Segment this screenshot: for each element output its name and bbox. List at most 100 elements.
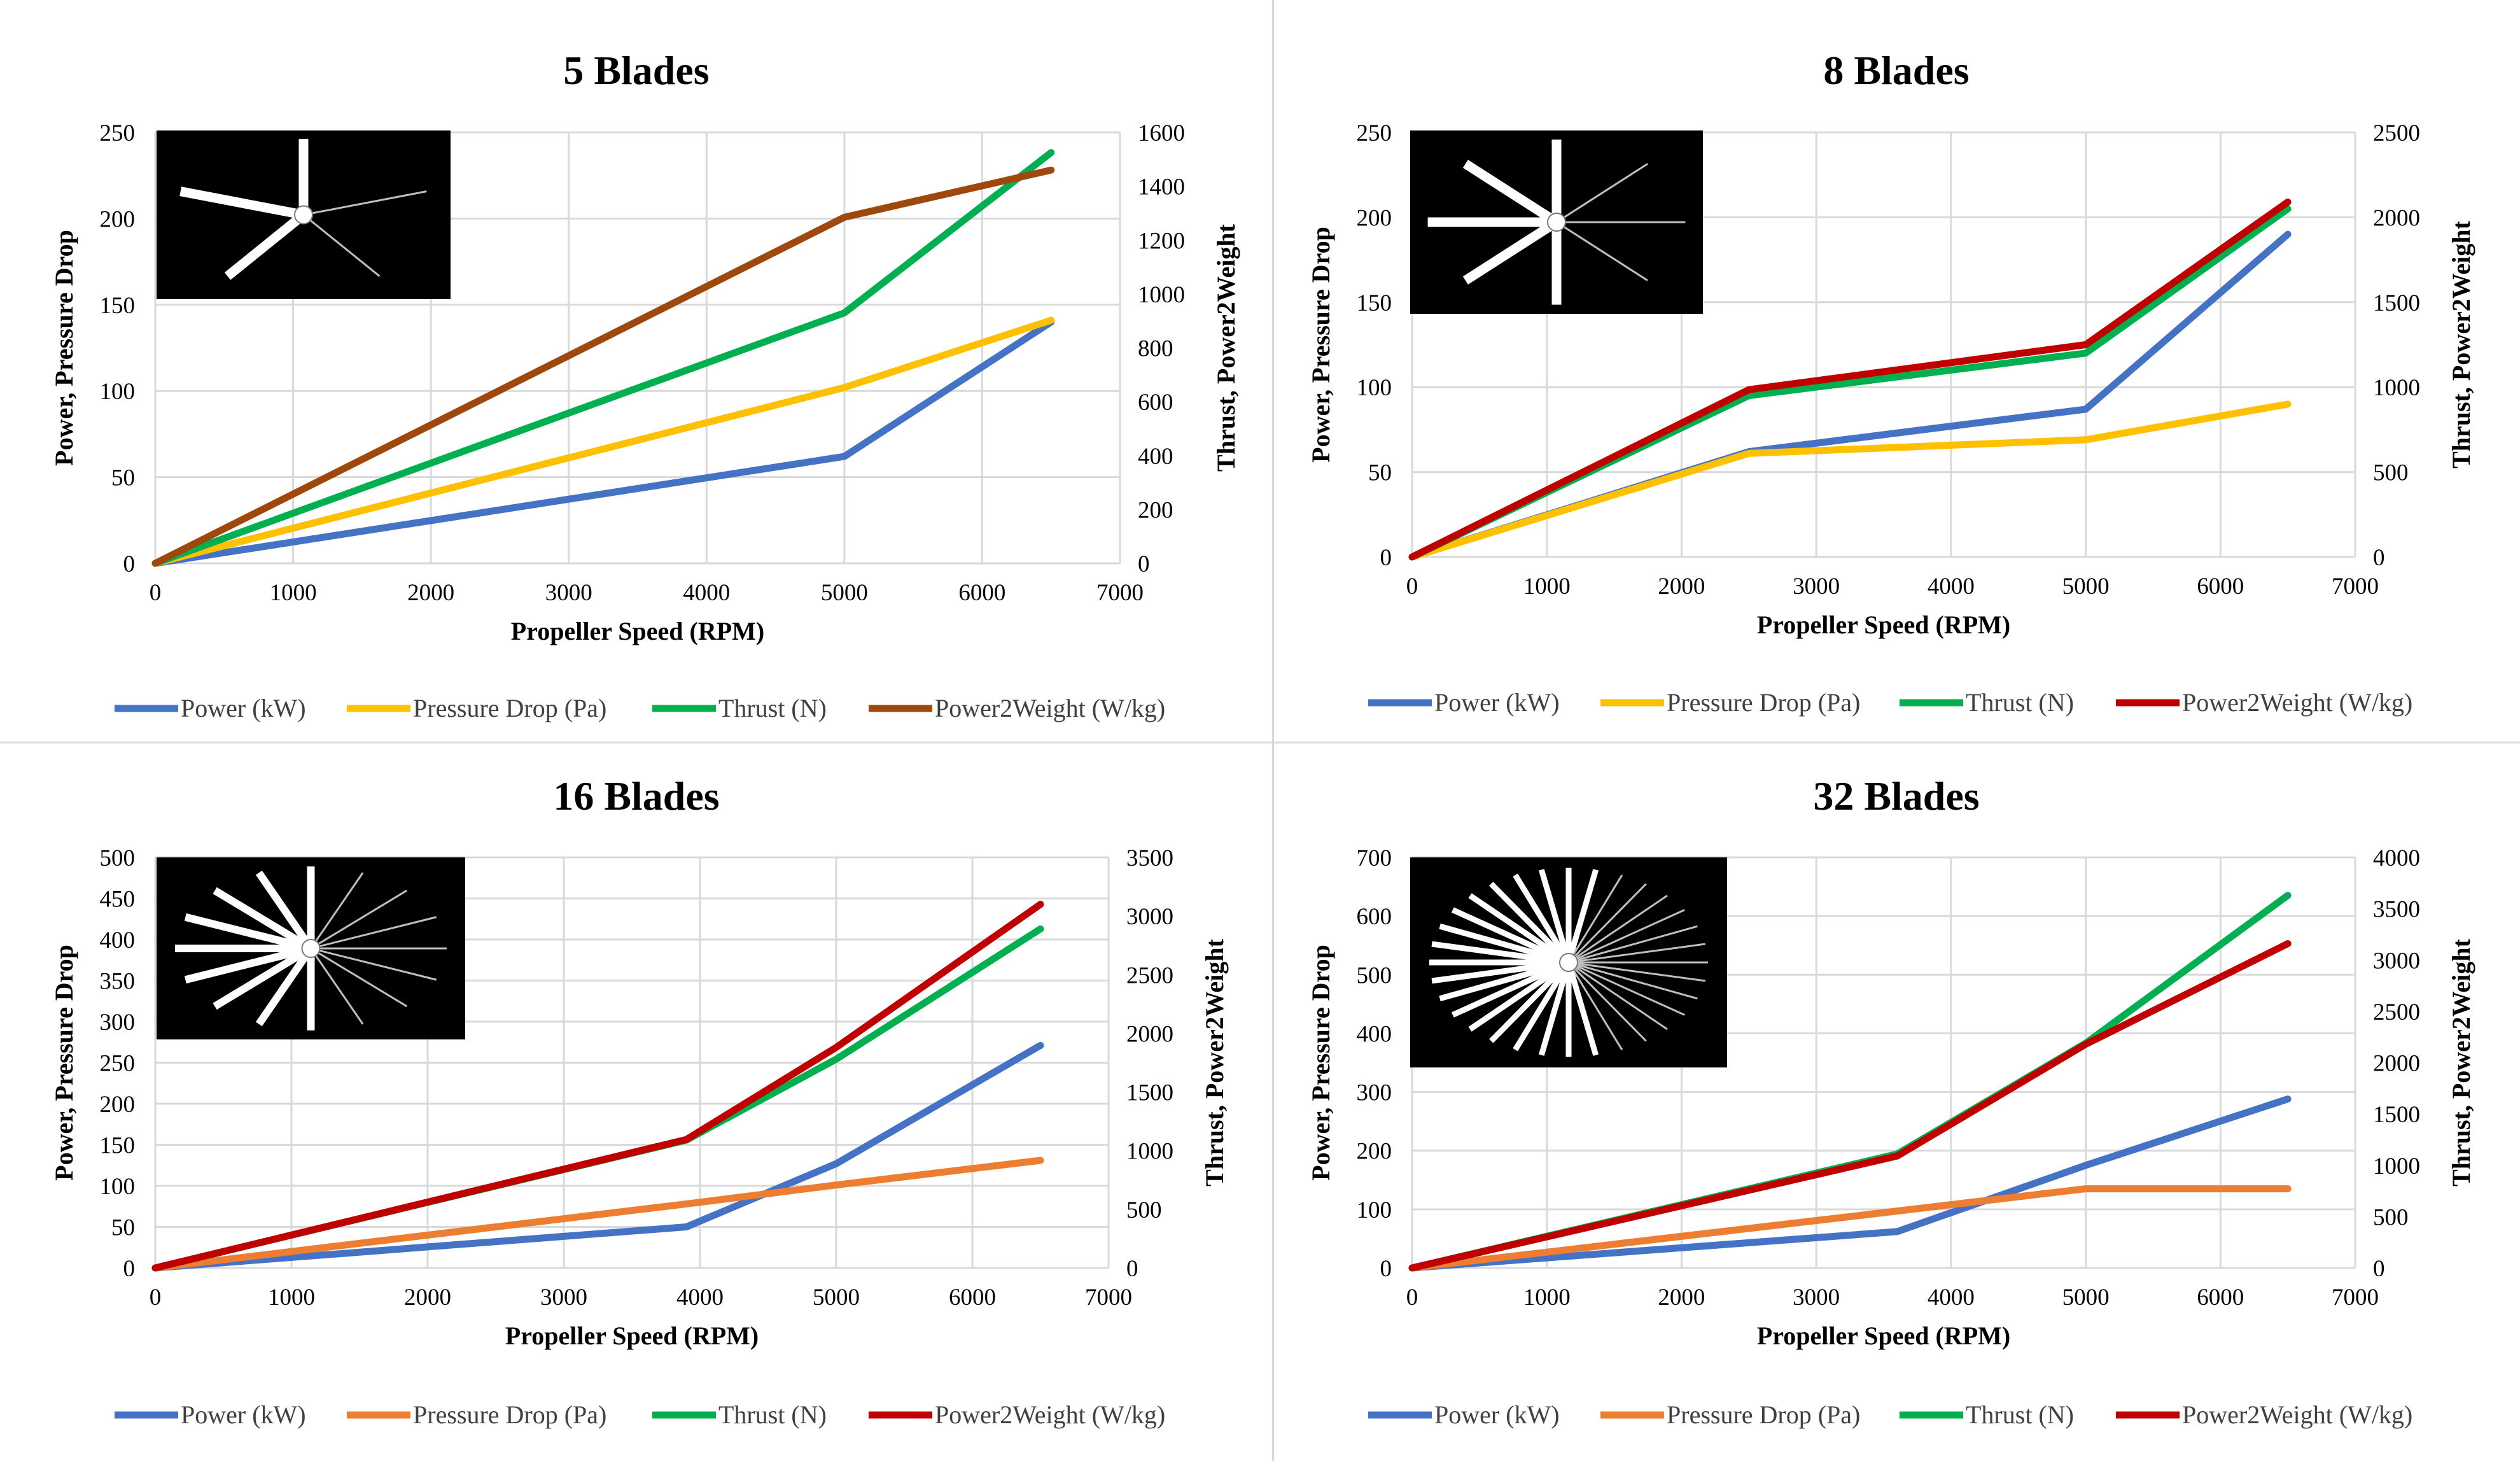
- propeller-blade: [310, 872, 364, 949]
- y-tick-label: 200: [1357, 205, 1392, 231]
- propeller-blade: [311, 947, 437, 981]
- y-tick-label: 100: [1357, 1197, 1392, 1223]
- x-tick-label: 7000: [2332, 1285, 2379, 1311]
- y-tick-label: 250: [100, 120, 136, 146]
- propeller-blade: [310, 947, 408, 1008]
- y2-tick-label: 200: [1138, 497, 1173, 523]
- x-tick-label: 4000: [683, 580, 730, 606]
- x-tick-label: 2000: [407, 580, 454, 606]
- y2-tick-label: 4000: [2373, 845, 2420, 871]
- propeller-blade: [1568, 961, 1685, 1016]
- propeller-blade: [1538, 869, 1572, 964]
- x-axis-label: Propeller Speed (RPM): [1757, 1321, 2010, 1350]
- y-tick-label: 200: [100, 1092, 136, 1118]
- propeller-blade: [1439, 959, 1570, 1002]
- propeller-hub: [1559, 953, 1578, 972]
- x-tick-label: 5000: [2062, 1285, 2110, 1311]
- x-tick-label: 4000: [676, 1285, 724, 1311]
- y-tick-label: 200: [100, 206, 136, 232]
- x-tick-label: 0: [150, 1285, 162, 1311]
- y-tick-label: 0: [123, 551, 136, 577]
- y-axis-label: Power, Pressure Drop: [50, 230, 78, 466]
- propeller-blade: [1462, 218, 1560, 285]
- y2-tick-label: 1000: [2373, 1153, 2420, 1179]
- x-axis-label: Propeller Speed (RPM): [511, 617, 764, 645]
- y2-tick-label: 500: [2373, 460, 2409, 486]
- y2-tick-label: 1000: [1126, 1139, 1173, 1165]
- propeller-blade: [1538, 961, 1572, 1056]
- propeller-blade: [1468, 960, 1571, 1032]
- y2-tick-label: 2000: [2373, 205, 2420, 231]
- propeller-blade: [303, 214, 381, 278]
- legend-label: Power (kW): [1434, 688, 1560, 717]
- y-tick-label: 500: [1357, 962, 1392, 989]
- x-tick-label: 5000: [2062, 574, 2110, 600]
- x-tick-label: 7000: [1096, 580, 1144, 606]
- legend-label: Power2Weight (W/kg): [935, 694, 1165, 722]
- y-tick-label: 50: [111, 1215, 135, 1241]
- y2-tick-label: 1000: [2373, 375, 2420, 401]
- series-line-pressure: [1408, 400, 2292, 561]
- x-tick-label: 4000: [1928, 574, 1975, 600]
- propeller-blade: [1489, 960, 1571, 1043]
- propeller-blade: [179, 187, 305, 220]
- y2-tick-label: 0: [1126, 1256, 1138, 1282]
- y-tick-label: 100: [100, 379, 136, 405]
- propeller-blade: [1568, 909, 1685, 964]
- y-tick-label: 250: [1357, 120, 1392, 146]
- legend-label: Pressure Drop (Pa): [413, 694, 606, 722]
- propeller-blade: [255, 946, 314, 1027]
- x-tick-label: 2000: [404, 1285, 451, 1311]
- y2-tick-label: 0: [1138, 551, 1150, 577]
- legend-label: Thrust (N): [718, 1400, 827, 1429]
- legend-label: Power (kW): [1434, 1400, 1560, 1429]
- y-tick-label: 150: [1357, 290, 1392, 316]
- propeller-blade: [255, 870, 314, 951]
- legend-label: Pressure Drop (Pa): [1667, 1400, 1860, 1429]
- x-tick-label: 1000: [1523, 1285, 1571, 1311]
- y-tick-label: 400: [1357, 1021, 1392, 1047]
- y2-axis-label: Thrust, Power2Weight: [2447, 220, 2475, 468]
- x-tick-label: 7000: [1085, 1285, 1132, 1311]
- chart-title: 16 Blades: [553, 773, 719, 819]
- propeller-blade: [1462, 160, 1560, 227]
- series-line-power: [1408, 1095, 2292, 1272]
- propeller-blade: [1568, 894, 1668, 964]
- y-tick-label: 0: [123, 1256, 136, 1282]
- series-line-pressure: [1408, 1185, 2292, 1272]
- propeller-blade: [310, 948, 364, 1025]
- x-tick-label: 0: [150, 580, 162, 606]
- y2-tick-label: 2500: [1126, 962, 1173, 989]
- x-tick-label: 0: [1406, 1285, 1418, 1311]
- y-tick-label: 700: [1357, 845, 1392, 871]
- x-tick-label: 3000: [545, 580, 592, 606]
- y-axis-label: Power, Pressure Drop: [1306, 227, 1335, 463]
- y2-tick-label: 800: [1138, 336, 1173, 362]
- y-tick-label: 600: [1357, 904, 1392, 930]
- x-tick-label: 3000: [540, 1285, 587, 1311]
- propeller-blade: [1568, 961, 1668, 1031]
- x-tick-label: 3000: [1793, 1285, 1840, 1311]
- x-tick-label: 6000: [949, 1285, 996, 1311]
- x-tick-label: 2000: [1658, 1285, 1705, 1311]
- x-tick-label: 3000: [1793, 574, 1840, 600]
- propeller-blade: [1439, 923, 1570, 966]
- y-axis-label: Power, Pressure Drop: [1306, 945, 1335, 1181]
- propeller-blade: [303, 190, 427, 216]
- y2-tick-label: 1400: [1138, 174, 1185, 201]
- y2-tick-label: 1200: [1138, 228, 1185, 254]
- x-axis-label: Propeller Speed (RPM): [1757, 610, 2010, 639]
- series-line-power2weight: [1408, 940, 2292, 1272]
- y2-tick-label: 3500: [1126, 845, 1173, 871]
- legend-label: Power (kW): [181, 1400, 306, 1429]
- series-line-power2weight: [1408, 198, 2292, 561]
- y-tick-label: 150: [100, 293, 136, 319]
- propeller-blade: [1568, 961, 1706, 982]
- legend-label: Thrust (N): [1966, 1400, 2074, 1429]
- y-tick-label: 100: [1357, 375, 1392, 401]
- x-tick-label: 7000: [2332, 574, 2379, 600]
- y-tick-label: 150: [100, 1133, 136, 1159]
- y2-tick-label: 2000: [1126, 1021, 1173, 1047]
- propeller-blade: [213, 887, 313, 952]
